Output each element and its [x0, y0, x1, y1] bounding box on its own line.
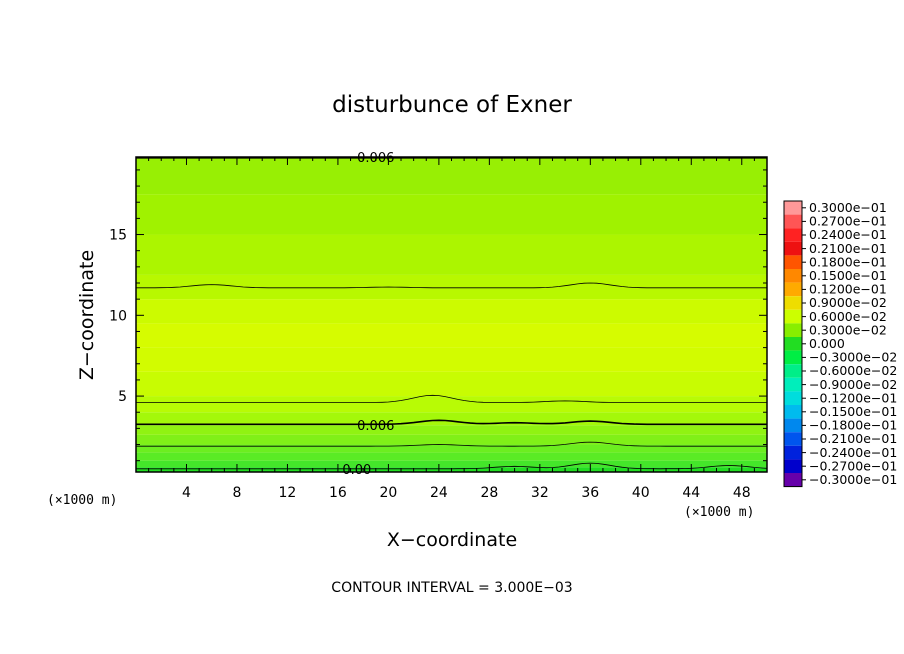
contour-line-2 [136, 419, 767, 426]
y-axis-label: Z−coordinate [76, 250, 98, 380]
colorbar-swatch-10 [784, 337, 802, 351]
colorbar-swatch-0 [784, 201, 802, 215]
colorbar-label-15: −0.1500e−01 [809, 404, 897, 419]
x-tick-label: 44 [682, 485, 700, 501]
colorbar-swatch-13 [784, 377, 802, 392]
x-tick-label: 4 [182, 485, 191, 501]
contour-band-7 [136, 396, 767, 413]
contour-band-1 [136, 460, 767, 468]
colorbar-label-19: −0.2700e−01 [809, 458, 897, 473]
plot-bands [136, 157, 767, 472]
colorbar-label-2: 0.2400e−01 [809, 227, 887, 242]
contour-band-12 [136, 274, 767, 300]
x-tick-label: 8 [232, 485, 241, 501]
colorbar-swatch-15 [784, 405, 802, 419]
x-axis-label: X−coordinate [387, 529, 517, 551]
y-tick-label: 5 [118, 389, 127, 405]
x-tick-label: 32 [531, 485, 549, 501]
contour-band-5 [136, 425, 767, 435]
contour-band-2 [136, 452, 767, 461]
contour-band-3 [136, 444, 767, 453]
y-tick-label: 10 [109, 308, 127, 324]
colorbar-swatch-11 [784, 350, 802, 365]
colorbar-label-13: −0.9000e−02 [809, 377, 897, 392]
chart-title: disturbunce of Exner [332, 92, 572, 118]
x-tick-label: 24 [430, 485, 448, 501]
colorbar-labels: 0.3000e−010.2700e−010.2400e−010.2100e−01… [809, 200, 897, 487]
colorbar-label-18: −0.2400e−01 [809, 445, 897, 460]
colorbar-swatch-7 [784, 296, 802, 310]
colorbar-swatch-18 [784, 445, 802, 460]
colorbar-label-3: 0.2100e−01 [809, 241, 887, 256]
contour-band-11 [136, 299, 767, 324]
x-tick-label: 20 [379, 485, 397, 501]
x-tick-label: 36 [581, 485, 599, 501]
contour-label-2: 0.00 [342, 463, 371, 478]
y-unit-label: (×1000 m) [47, 493, 117, 508]
contour-interval-footer: CONTOUR INTERVAL = 3.000E−03 [331, 580, 572, 596]
colorbar-label-1: 0.2700e−01 [809, 214, 887, 229]
contour-line-3 [136, 394, 767, 403]
colorbar-label-9: 0.3000e−02 [809, 322, 887, 337]
contour-band-15 [136, 157, 767, 195]
colorbar-swatch-1 [784, 214, 802, 229]
colorbar-swatch-14 [784, 391, 802, 405]
y-tick-label: 15 [109, 228, 127, 244]
colorbar-swatch-9 [784, 323, 802, 337]
axis-ticks [136, 157, 767, 472]
contour-band-9 [136, 347, 767, 372]
colorbar-label-16: −0.1800e−01 [809, 418, 897, 433]
contour-line-1 [136, 441, 767, 447]
colorbar-swatch-19 [784, 459, 802, 473]
y-tick-labels: 5 10 15 [109, 228, 127, 406]
contour-label-1: 0.006 [357, 419, 394, 434]
colorbar-label-7: 0.9000e−02 [809, 295, 887, 310]
x-tick-label: 40 [632, 485, 650, 501]
colorbar-swatch-4 [784, 255, 802, 269]
colorbar-label-0: 0.3000e−01 [809, 200, 887, 215]
x-tick-label: 16 [329, 485, 347, 501]
colorbar-label-17: −0.2100e−01 [809, 431, 897, 446]
x-unit-label: (×1000 m) [684, 505, 754, 520]
x-tick-labels: 4 8 12 16 20 24 28 32 36 40 44 48 [182, 485, 751, 501]
colorbar-label-8: 0.6000e−02 [809, 309, 887, 324]
contour-band-4 [136, 434, 767, 445]
colorbar [783, 200, 806, 488]
contour-band-8 [136, 371, 767, 397]
colorbar-swatch-6 [784, 282, 802, 297]
colorbar-swatch-5 [784, 269, 802, 283]
contour-line-4 [136, 282, 767, 289]
colorbar-label-11: −0.3000e−02 [809, 350, 897, 365]
colorbar-label-10: 0.000 [809, 336, 845, 351]
x-tick-label: 48 [733, 485, 751, 501]
contour-band-13 [136, 234, 767, 275]
colorbar-label-20: −0.3000e−01 [809, 472, 897, 487]
colorbar-label-6: 0.1200e−01 [809, 282, 887, 297]
colorbar-label-14: −0.1200e−01 [809, 390, 897, 405]
colorbar-label-4: 0.1800e−01 [809, 254, 887, 269]
colorbar-swatch-17 [784, 432, 802, 446]
colorbar-swatch-20 [784, 473, 802, 487]
contour-band-10 [136, 323, 767, 348]
colorbar-swatch-3 [784, 241, 802, 256]
colorbar-label-5: 0.1500e−01 [809, 268, 887, 283]
colorbar-swatch-16 [784, 418, 802, 433]
x-tick-label: 12 [279, 485, 297, 501]
colorbar-swatch-12 [784, 364, 802, 378]
colorbar-label-12: −0.6000e−02 [809, 363, 897, 378]
colorbar-swatch-8 [784, 309, 802, 324]
x-tick-label: 28 [480, 485, 498, 501]
contour-band-14 [136, 194, 767, 235]
contour-band-6 [136, 412, 767, 426]
colorbar-swatch-2 [784, 228, 802, 242]
